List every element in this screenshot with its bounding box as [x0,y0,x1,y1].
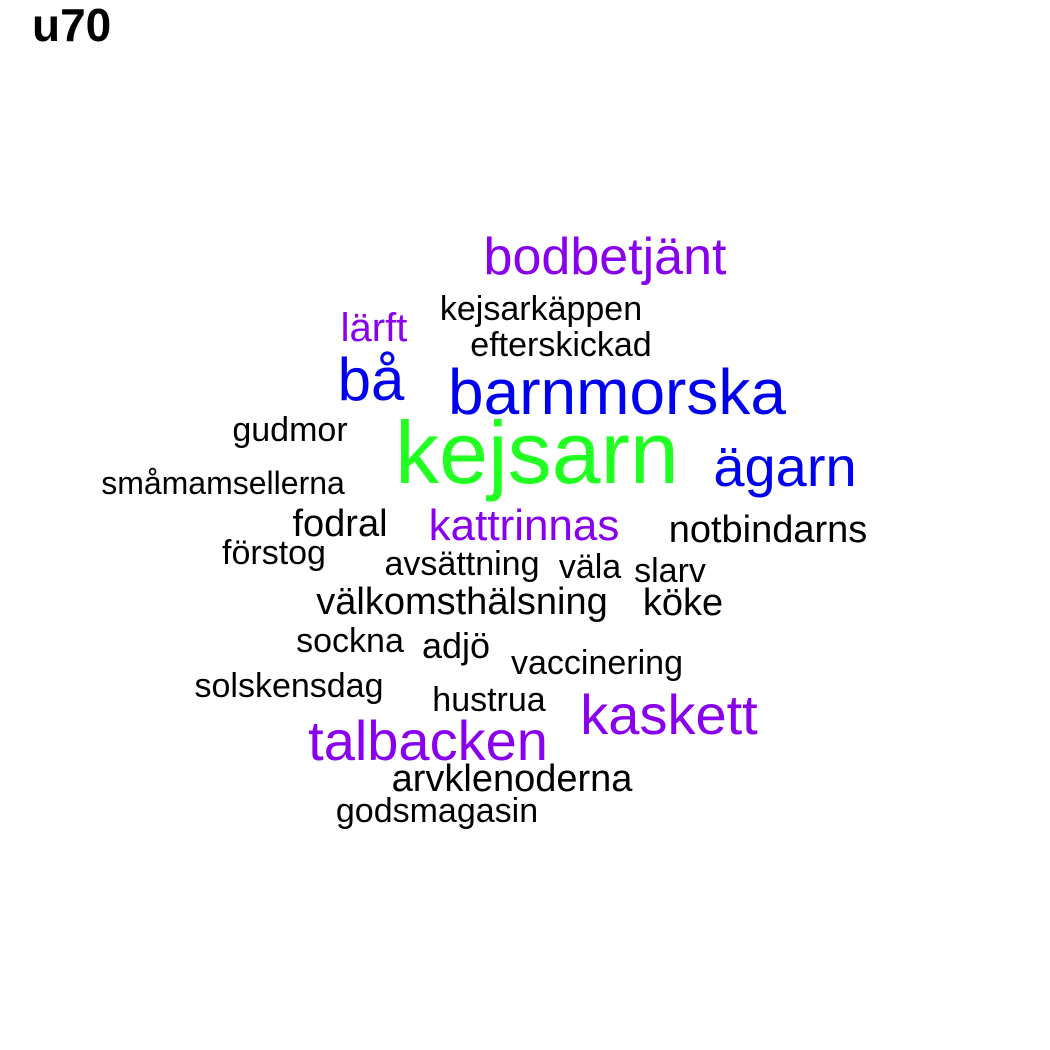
word-hustrua: hustrua [432,681,546,719]
word-koke: köke [642,582,724,624]
word-gudmor: gudmor [232,411,348,449]
word-kattrinnas: kattrinnas [428,501,620,550]
word-talbacken: talbacken [308,709,548,772]
word-godsmagasin: godsmagasin [335,792,539,830]
word-ba: bå [337,346,405,413]
word-kaskett: kaskett [580,683,758,746]
word-bodbetjant: bodbetjänt [483,228,727,286]
word-fodral: fodral [292,503,388,545]
word-adjo: adjö [421,625,491,666]
word-efterskickad: efterskickad [470,326,652,364]
word-vaccinering: vaccinering [511,644,683,682]
page-title: u70 [32,0,112,51]
word-kejsarn: kejsarn [395,403,679,502]
word-kejsarkappen: kejsarkäppen [439,290,643,328]
word-barnmorska: barnmorska [448,356,786,428]
word-agarn: ägarn [713,435,857,498]
word-solskensdag: solskensdag [194,667,384,705]
word-larft: lärft [340,306,408,350]
word-slarv: slarv [634,552,706,590]
word-arvklenoderna: arvklenoderna [391,758,633,800]
word-valkomsthalsning: välkomsthälsning [316,581,608,623]
word-smamamsellerna: småmamsellerna [101,465,345,501]
word-avsattning: avsättning [384,545,540,583]
word-sockna: sockna [296,622,404,660]
word-forstog: förstog [222,534,326,572]
word-vala: väla [558,548,622,586]
word-notbindarns: notbindarns [668,509,868,551]
